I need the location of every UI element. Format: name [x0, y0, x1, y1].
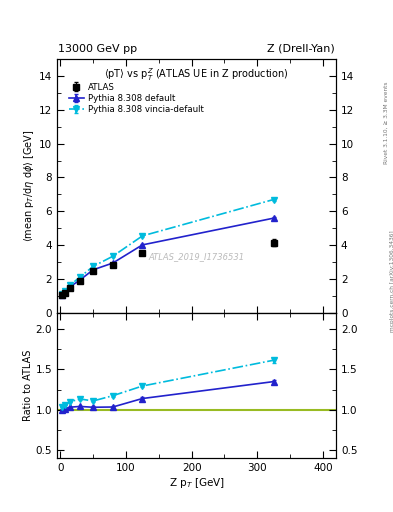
Text: mcplots.cern.ch [arXiv:1306.3436]: mcplots.cern.ch [arXiv:1306.3436]	[390, 231, 393, 332]
Text: $\langle$pT$\rangle$ vs p$_T^Z$ (ATLAS UE in Z production): $\langle$pT$\rangle$ vs p$_T^Z$ (ATLAS U…	[104, 67, 289, 83]
Text: Rivet 3.1.10, ≥ 3.3M events: Rivet 3.1.10, ≥ 3.3M events	[384, 81, 388, 164]
X-axis label: Z p$_T$ [GeV]: Z p$_T$ [GeV]	[169, 476, 224, 490]
Legend: ATLAS, Pythia 8.308 default, Pythia 8.308 vincia-default: ATLAS, Pythia 8.308 default, Pythia 8.30…	[67, 81, 205, 116]
Y-axis label: $\langle$mean p$_T$/d$\eta$ d$\phi$$\rangle$ [GeV]: $\langle$mean p$_T$/d$\eta$ d$\phi$$\ran…	[22, 130, 36, 242]
Text: ATLAS_2019_I1736531: ATLAS_2019_I1736531	[149, 252, 244, 262]
Y-axis label: Ratio to ATLAS: Ratio to ATLAS	[23, 350, 33, 421]
Text: 13000 GeV pp: 13000 GeV pp	[58, 44, 137, 54]
Text: Z (Drell-Yan): Z (Drell-Yan)	[267, 44, 335, 54]
